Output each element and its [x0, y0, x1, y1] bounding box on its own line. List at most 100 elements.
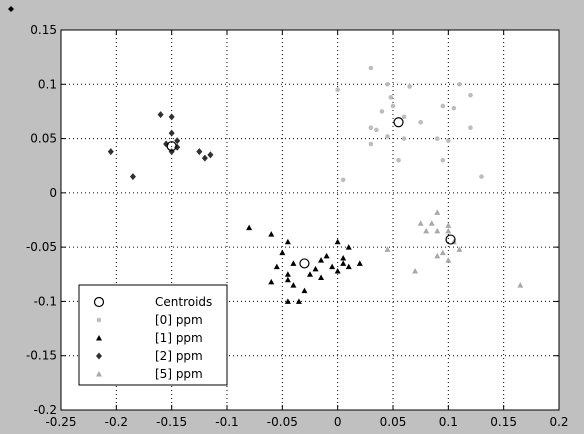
data-point: [157, 111, 164, 119]
centroid-marker: [166, 141, 177, 152]
centroid-marker: [445, 234, 456, 245]
axis-ticks: -0.25 -0.2 -0.15 -0.1 -0.05 0 0.05 0.1 0.15 0.20.…: [26, 23, 569, 429]
data-point: [407, 84, 412, 89]
data-point: [273, 263, 280, 270]
x-tick-label: -0.05: [267, 415, 298, 429]
data-point: [107, 148, 114, 156]
data-point: [412, 268, 419, 274]
data-point: [517, 282, 524, 288]
data-point: [290, 260, 297, 266]
x-tick-label: -0.1: [215, 415, 238, 429]
data-point: [129, 173, 136, 181]
data-point: [284, 238, 291, 245]
data-point: [418, 119, 423, 125]
series-0: [335, 65, 484, 183]
y-tick-label: -0.2: [34, 403, 57, 417]
data-point: [401, 136, 407, 141]
data-point: [384, 246, 391, 252]
data-point: [284, 271, 291, 277]
centroid-series: [166, 117, 456, 269]
centroid-marker: [299, 258, 310, 269]
y-tick-label: 0.05: [30, 132, 57, 146]
data-point: [450, 238, 457, 245]
data-point: [368, 125, 374, 131]
x-tick-label: 0.1: [439, 415, 458, 429]
data-point: [456, 246, 463, 252]
data-point: [451, 105, 457, 111]
data-point: [379, 109, 385, 114]
data-point: [374, 127, 379, 133]
data-point: [446, 138, 451, 144]
data-point: [417, 220, 424, 226]
data-point: [279, 249, 286, 256]
legend-label: [1] ppm: [155, 331, 203, 345]
y-tick-label: -0.05: [26, 240, 57, 254]
data-points: [107, 65, 524, 304]
legend: Centroids [0] ppm [1] ppm [2] ppm [5] ppm: [78, 284, 228, 386]
data-point: [345, 244, 352, 250]
data-point: [345, 263, 352, 270]
data-point: [295, 298, 302, 304]
data-point: [396, 157, 401, 163]
data-point: [479, 174, 484, 179]
data-point: [329, 263, 336, 270]
legend-marker: [96, 352, 102, 360]
data-point: [440, 157, 446, 163]
data-point: [468, 92, 473, 98]
data-point: [385, 134, 390, 139]
data-point: [340, 177, 346, 183]
data-point: [196, 148, 203, 156]
data-point: [440, 103, 446, 109]
data-point: [434, 136, 440, 141]
legend-marker: [96, 371, 102, 377]
x-tick-label: 0.2: [549, 415, 568, 429]
legend-label: [0] ppm: [155, 313, 203, 327]
y-tick-label: 0.15: [30, 23, 57, 37]
data-point: [445, 222, 452, 228]
data-point: [334, 238, 341, 245]
data-point: [401, 114, 407, 120]
data-point: [168, 113, 175, 121]
y-tick-label: -0.15: [26, 349, 57, 363]
data-point: [434, 252, 441, 259]
data-point: [168, 129, 175, 137]
data-point: [334, 268, 341, 274]
data-point: [174, 137, 181, 145]
y-tick-label: 0.1: [38, 77, 57, 91]
data-point: [268, 278, 275, 285]
data-point: [356, 260, 363, 266]
data-point: [388, 95, 394, 100]
data-point: [284, 298, 291, 304]
centroid-marker: [393, 117, 404, 128]
series-1: [246, 224, 363, 304]
data-point: [428, 220, 435, 226]
data-point: [246, 224, 253, 231]
data-point: [368, 65, 374, 71]
data-point: [390, 103, 396, 109]
data-point: [385, 81, 390, 87]
data-point: [434, 209, 441, 215]
data-point: [468, 125, 473, 131]
data-point: [368, 141, 374, 147]
legend-marker: [96, 317, 102, 323]
figure-corner-mark: [8, 6, 14, 12]
data-point: [307, 271, 313, 277]
data-point: [439, 249, 446, 256]
legend-marker: [96, 335, 102, 341]
data-point: [312, 265, 319, 272]
data-point: [335, 87, 340, 93]
legend-label: Centroids: [155, 295, 212, 309]
legend-label: [5] ppm: [155, 367, 203, 381]
x-tick-label: 0: [334, 415, 342, 429]
data-point: [423, 227, 430, 234]
legend-marker: [93, 296, 105, 308]
data-point: [168, 148, 175, 156]
data-point: [434, 227, 441, 234]
series-2: [107, 111, 214, 181]
data-point: [290, 282, 297, 288]
y-tick-label: -0.1: [34, 294, 57, 308]
data-point: [201, 154, 208, 162]
data-point: [340, 255, 347, 261]
data-point: [207, 151, 214, 159]
x-tick-label: 0.15: [490, 415, 517, 429]
